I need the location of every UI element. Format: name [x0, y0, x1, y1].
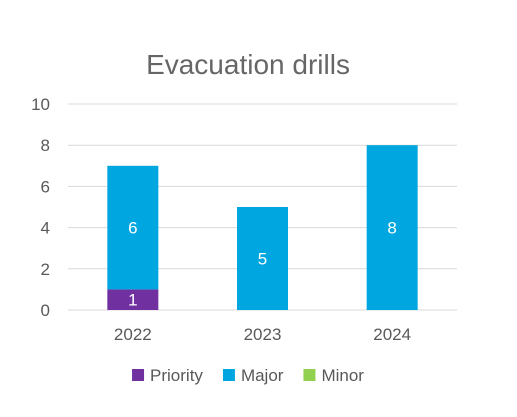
bar-segment — [237, 207, 288, 310]
bar-segment — [107, 165, 159, 290]
legend-label: Priority — [150, 366, 203, 385]
bar-segment — [366, 145, 418, 310]
y-tick-label: 6 — [41, 177, 50, 196]
legend-label: Minor — [321, 366, 364, 385]
bar-segment — [107, 289, 159, 310]
data-label: 5 — [258, 250, 267, 269]
data-label: 1 — [128, 291, 137, 310]
legend-swatch — [132, 369, 145, 381]
y-tick-label: 8 — [41, 136, 50, 155]
legend-swatch — [303, 369, 316, 381]
y-tick-label: 2 — [41, 260, 50, 279]
legend-swatch — [222, 369, 235, 381]
x-tick-label: 2023 — [244, 325, 282, 344]
y-tick-label: 0 — [41, 301, 50, 320]
x-tick-label: 2024 — [373, 325, 411, 344]
y-tick-label: 4 — [41, 219, 50, 238]
legend-label: Major — [241, 366, 284, 385]
data-label: 8 — [387, 219, 396, 238]
data-label: 6 — [128, 219, 137, 238]
chart-title: Evacuation drills — [146, 49, 350, 80]
x-tick-label: 2022 — [114, 325, 152, 344]
y-tick-label: 10 — [31, 95, 50, 114]
